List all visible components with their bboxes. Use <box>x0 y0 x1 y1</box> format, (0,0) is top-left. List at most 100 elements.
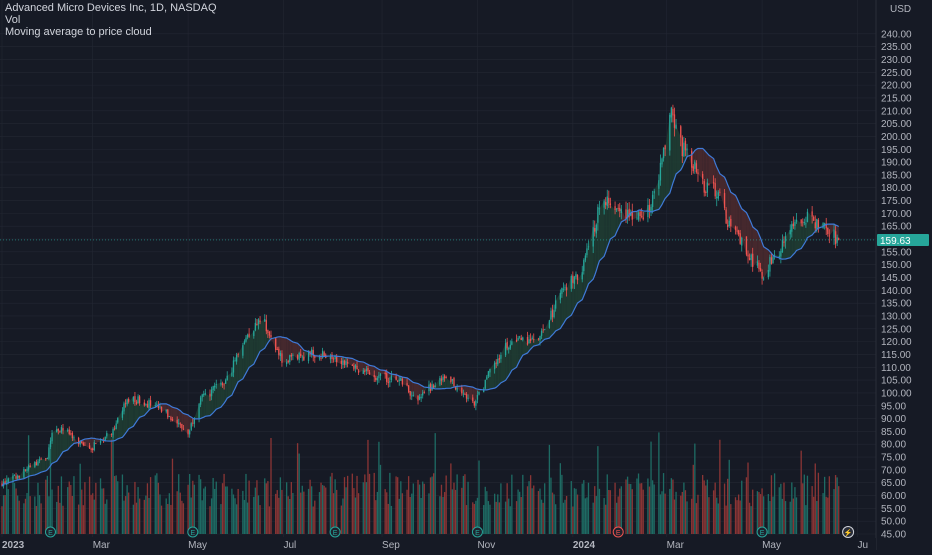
candle-body <box>117 417 119 423</box>
candle-body <box>759 268 762 272</box>
candle-body <box>34 462 36 467</box>
volume-bar <box>517 489 519 534</box>
candle-body <box>800 219 802 224</box>
volume-bar <box>737 494 740 534</box>
candle-body <box>356 365 358 370</box>
volume-bar <box>520 497 522 534</box>
candle-body <box>814 222 816 229</box>
volume-bar <box>781 498 784 534</box>
candle-body <box>476 394 479 400</box>
candle-body <box>171 419 174 421</box>
volume-bar <box>311 486 313 534</box>
candle-body <box>209 393 211 397</box>
volume-bar <box>154 475 156 534</box>
volume-bar <box>739 500 741 534</box>
candle-body <box>737 230 740 235</box>
volume-bar <box>146 483 149 534</box>
volume-bar <box>257 495 260 534</box>
volume-bar <box>160 505 163 534</box>
volume-bar <box>170 504 172 534</box>
candle-body <box>806 211 809 222</box>
candle-body <box>752 253 754 267</box>
volume-bar <box>723 483 726 534</box>
candle-body <box>298 353 300 361</box>
candle-body <box>193 418 196 424</box>
cloud-segment <box>303 350 309 361</box>
candle-body <box>834 231 837 245</box>
candle-body <box>659 162 662 181</box>
price-tick-label: 70.00 <box>881 465 906 476</box>
volume-bar <box>303 491 305 534</box>
cloud-segment <box>106 433 112 442</box>
volume-bar <box>758 492 760 534</box>
candle-body <box>270 334 272 338</box>
candle-body <box>303 356 305 361</box>
volume-bar <box>138 498 141 534</box>
volume-bar <box>287 496 289 534</box>
cloud-segment <box>516 337 519 368</box>
cloud-segment <box>718 170 720 193</box>
candle-body <box>159 406 161 408</box>
volume-bar <box>331 472 333 534</box>
cloud-segment <box>402 377 408 386</box>
candle-body <box>498 358 500 360</box>
volume-bar <box>79 463 81 534</box>
volume-bar <box>40 503 42 534</box>
cloud-segment <box>489 362 495 390</box>
candle-body <box>439 377 441 385</box>
volume-bar <box>1 506 3 534</box>
cloud-segment <box>30 462 35 476</box>
volume-indicator-label[interactable]: Vol <box>5 14 21 26</box>
price-tick-label: 130.00 <box>881 311 912 322</box>
cloud-segment <box>566 275 572 319</box>
volume-bar <box>519 491 521 534</box>
volume-bar <box>401 493 404 534</box>
volume-bar <box>462 475 465 534</box>
candle-body <box>748 258 751 261</box>
cloud-segment <box>222 384 225 406</box>
ma-cloud-indicator-label[interactable]: Moving average to price cloud <box>5 26 152 38</box>
candle-body <box>728 220 730 227</box>
price-tick-label: 145.00 <box>881 273 912 284</box>
volume-bar <box>467 481 469 534</box>
volume-bar <box>6 475 8 534</box>
cloud-segment <box>91 438 93 451</box>
candle-body <box>387 382 389 384</box>
candle-body <box>792 223 795 227</box>
candle-body <box>257 319 260 325</box>
candle-body <box>625 209 627 220</box>
cloud-segment <box>793 221 795 255</box>
volume-bar <box>553 494 555 534</box>
cloud-segment <box>605 196 608 253</box>
cloud-segment <box>604 200 606 257</box>
cloud-segment <box>719 173 725 208</box>
volume-bar <box>181 500 183 534</box>
cloud-segment <box>189 416 192 431</box>
cloud-segment <box>247 334 250 371</box>
price-tick-label: 175.00 <box>881 196 912 207</box>
chart-legend: Advanced Micro Devices Inc, 1D, NASDAQ V… <box>5 2 217 38</box>
candle-body <box>440 378 443 381</box>
earnings-marker-label: E <box>333 530 338 537</box>
symbol-title[interactable]: Advanced Micro Devices Inc, 1D, NASDAQ <box>5 2 217 14</box>
candle-body <box>70 433 72 435</box>
volume-bar <box>29 496 31 534</box>
candle-body <box>670 107 673 118</box>
cloud-segment <box>654 180 659 211</box>
volume-bar <box>336 489 338 534</box>
volume-bar <box>630 484 632 534</box>
candle-body <box>214 385 216 388</box>
volume-bar <box>784 501 787 534</box>
time-axis[interactable]: 2023 Mar May Jul Sep Nov 2024 Mar May Ju <box>0 538 876 551</box>
volume-bar <box>192 480 194 534</box>
volume-bar <box>838 486 840 534</box>
volume-bar <box>464 474 466 534</box>
candle-body <box>581 272 583 280</box>
candle-body <box>686 148 688 151</box>
earnings-markers[interactable]: E E E E E E ⚡ <box>44 526 855 538</box>
volume-bar <box>221 483 224 534</box>
volume-bar <box>564 499 566 534</box>
